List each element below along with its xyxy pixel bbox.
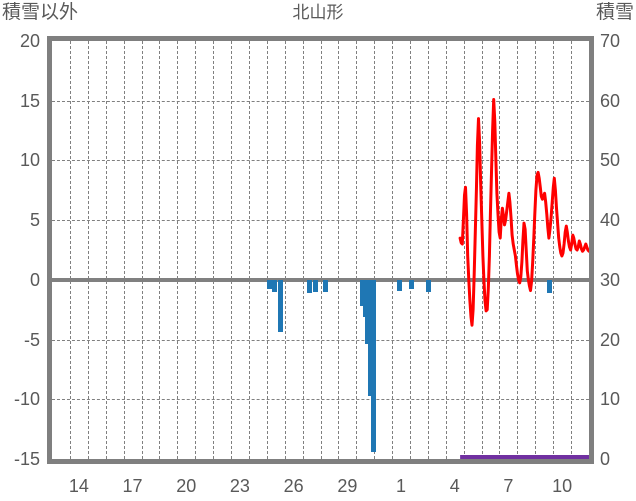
grid-line-vertical bbox=[499, 41, 500, 459]
precipitation-bar bbox=[323, 279, 329, 292]
x-axis-tick-label: 7 bbox=[503, 476, 514, 496]
grid-line-vertical bbox=[124, 41, 125, 459]
y-axis-tick-label-left: 0 bbox=[29, 269, 40, 290]
y-axis-tick-label-right: 0 bbox=[600, 449, 611, 469]
y-axis-tick-label-right: 20 bbox=[600, 329, 621, 350]
y-axis-tick-label-left: 10 bbox=[19, 150, 40, 171]
plot-frame bbox=[47, 36, 594, 464]
x-axis-tick-label: 4 bbox=[449, 476, 460, 496]
snow-period-marker bbox=[460, 455, 589, 459]
grid-line-vertical bbox=[303, 41, 304, 459]
grid-line-horizontal bbox=[52, 101, 589, 102]
precipitation-bar bbox=[362, 279, 368, 317]
x-axis-tick-label: 17 bbox=[122, 476, 143, 496]
grid-line-vertical bbox=[106, 41, 107, 459]
grid-line-vertical bbox=[213, 41, 214, 459]
grid-line-vertical bbox=[356, 41, 357, 459]
x-axis-tick-label: 10 bbox=[552, 476, 573, 496]
grid-line-horizontal bbox=[52, 160, 589, 161]
y-axis-tick-label-left: -5 bbox=[23, 329, 40, 350]
grid-line-vertical bbox=[338, 41, 339, 459]
precipitation-bar bbox=[307, 279, 313, 293]
precipitation-bar bbox=[368, 279, 374, 396]
y-axis-tick-label-right: 60 bbox=[600, 90, 621, 111]
grid-line-vertical bbox=[142, 41, 143, 459]
precipitation-bar bbox=[272, 279, 278, 292]
precipitation-bar bbox=[360, 279, 366, 307]
x-axis-tick-label: 14 bbox=[68, 476, 89, 496]
y-axis-tick-label-left: 5 bbox=[29, 210, 40, 231]
x-axis-tick-label: 20 bbox=[176, 476, 197, 496]
y-axis-tick-label-left: 15 bbox=[19, 90, 40, 111]
grid-line-vertical bbox=[88, 41, 89, 459]
grid-line-vertical bbox=[249, 41, 250, 459]
grid-line-vertical bbox=[392, 41, 393, 459]
grid-line-vertical bbox=[267, 41, 268, 459]
precipitation-bar bbox=[396, 279, 402, 291]
grid-line-vertical bbox=[410, 41, 411, 459]
zero-axis-line bbox=[52, 277, 589, 282]
y-axis-tick-label-right: 10 bbox=[600, 389, 621, 410]
plot-wrapper bbox=[47, 36, 594, 464]
grid-line-vertical bbox=[70, 41, 71, 459]
grid-line-vertical bbox=[177, 41, 178, 459]
x-axis-tick-label: 1 bbox=[396, 476, 407, 496]
y-axis-tick-label-left: 20 bbox=[19, 31, 40, 51]
grid-line-vertical bbox=[553, 41, 554, 459]
grid-line-horizontal bbox=[52, 340, 589, 341]
grid-line-vertical bbox=[321, 41, 322, 459]
precipitation-bar bbox=[426, 279, 432, 292]
x-axis-tick-label: 26 bbox=[283, 476, 304, 496]
grid-line-horizontal bbox=[52, 399, 589, 400]
plot-area bbox=[52, 41, 589, 459]
y-axis-tick-label-right: 40 bbox=[600, 210, 621, 231]
grid-line-horizontal bbox=[52, 220, 589, 221]
grid-line-vertical bbox=[285, 41, 286, 459]
grid-line-vertical bbox=[374, 41, 375, 459]
grid-line-vertical bbox=[464, 41, 465, 459]
precipitation-bar bbox=[365, 279, 371, 345]
grid-line-vertical bbox=[231, 41, 232, 459]
grid-line-vertical bbox=[428, 41, 429, 459]
x-axis-tick-label: 23 bbox=[229, 476, 250, 496]
precipitation-bar bbox=[312, 279, 318, 292]
y-axis-tick-label-left: -15 bbox=[13, 449, 40, 469]
x-axis-tick-label: 29 bbox=[337, 476, 358, 496]
y-axis-tick-label-left: -10 bbox=[13, 389, 40, 410]
precipitation-bar bbox=[547, 279, 553, 293]
grid-line-vertical bbox=[535, 41, 536, 459]
precipitation-bar bbox=[409, 279, 415, 290]
precipitation-bar bbox=[266, 279, 272, 290]
y-axis-tick-label-right: 50 bbox=[600, 150, 621, 171]
snow-depth-line bbox=[458, 98, 589, 327]
right-axis-unit-label: 積雪 bbox=[595, 2, 634, 23]
y-axis-tick-label-right: 70 bbox=[600, 31, 621, 51]
y-axis-tick-label-right: 30 bbox=[600, 269, 621, 290]
left-axis-unit-label: 積雪以外 bbox=[2, 2, 79, 23]
page-title: 北山形 bbox=[292, 3, 344, 22]
grid-line-vertical bbox=[195, 41, 196, 459]
precipitation-bar bbox=[277, 279, 283, 333]
grid-line-vertical bbox=[159, 41, 160, 459]
grid-line-vertical bbox=[517, 41, 518, 459]
precipitation-bar bbox=[370, 279, 376, 452]
grid-line-vertical bbox=[446, 41, 447, 459]
